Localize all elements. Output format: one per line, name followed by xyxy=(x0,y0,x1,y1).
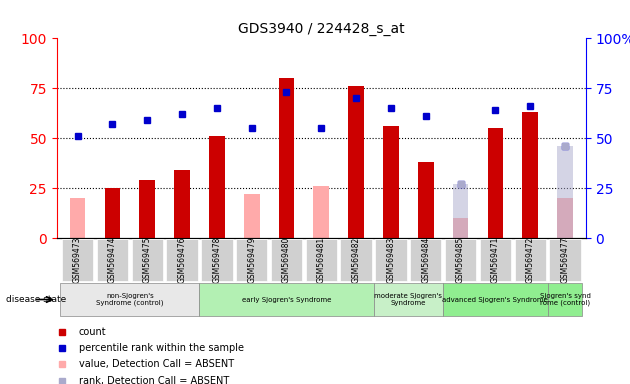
Text: rank, Detection Call = ABSENT: rank, Detection Call = ABSENT xyxy=(79,376,229,384)
FancyBboxPatch shape xyxy=(200,283,374,316)
Text: GSM569482: GSM569482 xyxy=(352,237,360,283)
Text: count: count xyxy=(79,327,106,337)
FancyBboxPatch shape xyxy=(410,239,442,281)
Text: non-Sjogren's
Syndrome (control): non-Sjogren's Syndrome (control) xyxy=(96,293,164,306)
FancyBboxPatch shape xyxy=(166,239,198,281)
FancyBboxPatch shape xyxy=(374,283,443,316)
Text: GSM569474: GSM569474 xyxy=(108,237,117,283)
Text: GSM569483: GSM569483 xyxy=(386,237,396,283)
FancyBboxPatch shape xyxy=(443,283,547,316)
Text: GSM569471: GSM569471 xyxy=(491,237,500,283)
FancyBboxPatch shape xyxy=(445,239,476,281)
Bar xyxy=(209,136,225,238)
Text: GSM569476: GSM569476 xyxy=(178,237,186,283)
FancyBboxPatch shape xyxy=(62,239,93,281)
FancyBboxPatch shape xyxy=(97,239,128,281)
Text: percentile rank within the sample: percentile rank within the sample xyxy=(79,343,244,353)
Text: GSM569472: GSM569472 xyxy=(525,237,535,283)
Text: GSM569475: GSM569475 xyxy=(143,237,152,283)
Bar xyxy=(278,78,294,238)
Text: disease state: disease state xyxy=(6,295,67,304)
Text: Sjogren's synd
rome (control): Sjogren's synd rome (control) xyxy=(539,293,590,306)
Text: GSM569473: GSM569473 xyxy=(73,237,82,283)
FancyBboxPatch shape xyxy=(132,239,163,281)
Text: moderate Sjogren's
Syndrome: moderate Sjogren's Syndrome xyxy=(374,293,442,306)
Text: GSM569478: GSM569478 xyxy=(212,237,221,283)
FancyBboxPatch shape xyxy=(201,239,232,281)
FancyBboxPatch shape xyxy=(60,283,200,316)
Text: GSM569479: GSM569479 xyxy=(247,237,256,283)
Bar xyxy=(383,126,399,238)
Bar xyxy=(418,162,433,238)
Text: advanced Sjogren's Syndrome: advanced Sjogren's Syndrome xyxy=(442,296,548,303)
FancyBboxPatch shape xyxy=(306,239,337,281)
Text: value, Detection Call = ABSENT: value, Detection Call = ABSENT xyxy=(79,359,234,369)
Text: GSM569484: GSM569484 xyxy=(421,237,430,283)
Bar xyxy=(139,180,155,238)
FancyBboxPatch shape xyxy=(340,239,372,281)
FancyBboxPatch shape xyxy=(515,239,546,281)
Bar xyxy=(488,128,503,238)
FancyBboxPatch shape xyxy=(236,239,267,281)
Text: early Sjogren's Syndrome: early Sjogren's Syndrome xyxy=(242,296,331,303)
Bar xyxy=(453,184,468,238)
Bar xyxy=(314,186,329,238)
Bar xyxy=(557,146,573,238)
Title: GDS3940 / 224428_s_at: GDS3940 / 224428_s_at xyxy=(238,22,404,36)
FancyBboxPatch shape xyxy=(271,239,302,281)
Bar xyxy=(244,194,260,238)
Text: GSM569485: GSM569485 xyxy=(456,237,465,283)
FancyBboxPatch shape xyxy=(549,239,581,281)
FancyBboxPatch shape xyxy=(375,239,406,281)
FancyBboxPatch shape xyxy=(479,239,511,281)
Bar xyxy=(105,188,120,238)
Bar xyxy=(453,218,468,238)
Text: GSM569481: GSM569481 xyxy=(317,237,326,283)
Text: GSM569477: GSM569477 xyxy=(561,237,570,283)
FancyBboxPatch shape xyxy=(547,283,582,316)
Bar xyxy=(348,86,364,238)
Bar xyxy=(70,198,86,238)
Bar xyxy=(175,170,190,238)
Bar xyxy=(522,112,538,238)
Bar xyxy=(557,198,573,238)
Text: GSM569480: GSM569480 xyxy=(282,237,291,283)
